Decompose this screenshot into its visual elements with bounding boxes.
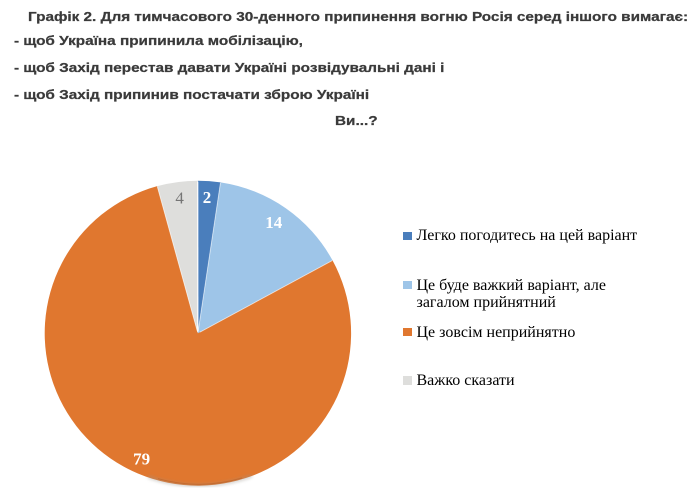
svg-text:2: 2 <box>203 188 212 207</box>
svg-text:14: 14 <box>265 213 283 232</box>
svg-text:79: 79 <box>133 450 150 469</box>
svg-text:4: 4 <box>175 189 184 208</box>
